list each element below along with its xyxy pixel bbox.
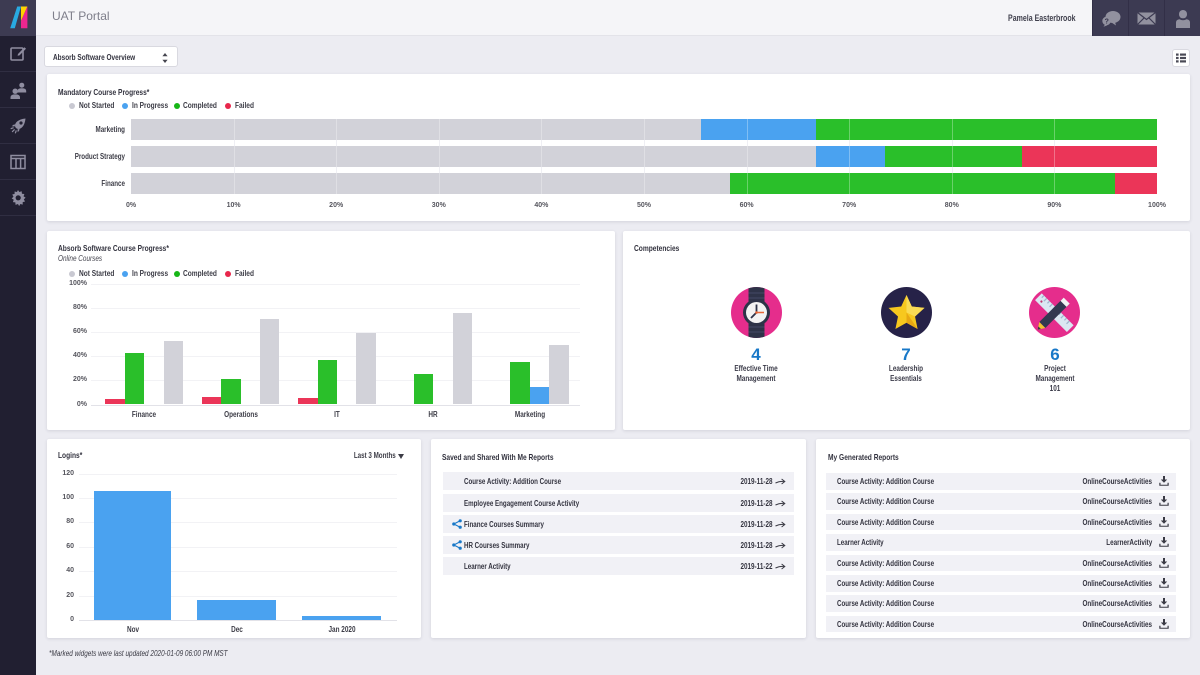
svg-text:?: ?	[1104, 18, 1108, 25]
